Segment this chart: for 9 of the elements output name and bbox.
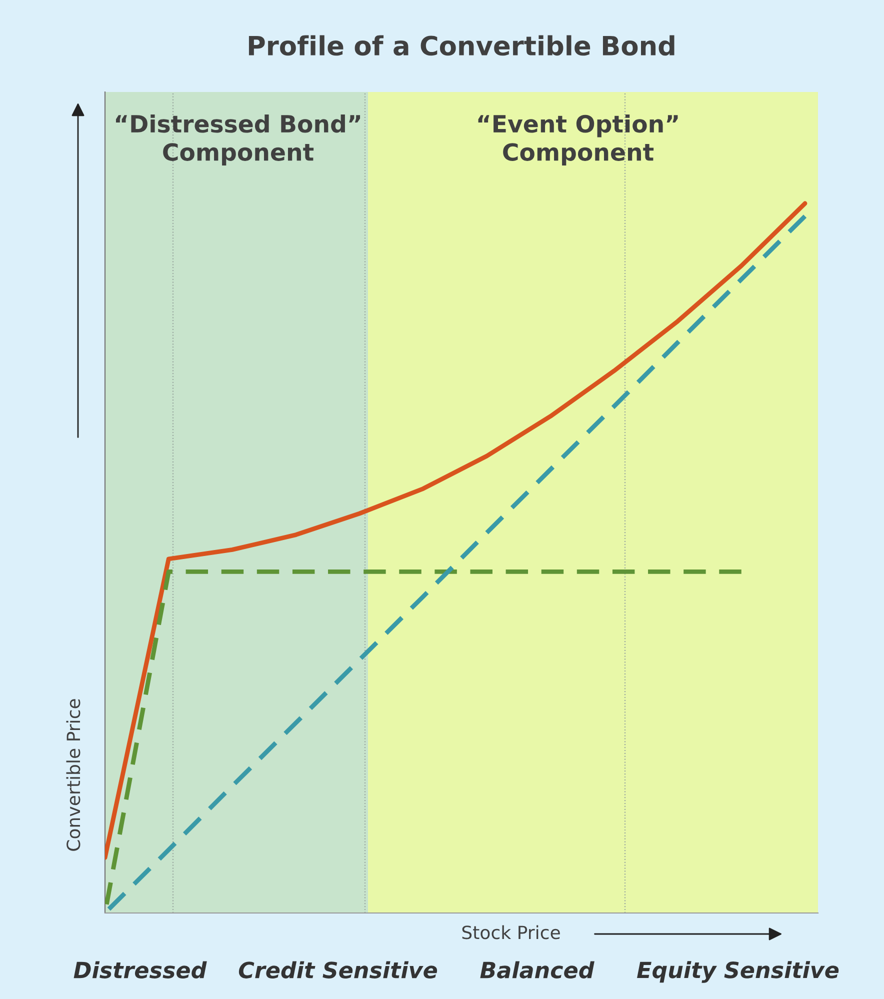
chart-title: Profile of a Convertible Bond bbox=[248, 35, 674, 56]
text: Distressed bbox=[74, 961, 207, 978]
y-axis-title: Convertible Price bbox=[66, 699, 80, 851]
text: Credit Sensitive bbox=[238, 961, 438, 978]
x-axis-title: Stock Price bbox=[462, 925, 560, 940]
text: Equity Sensitive bbox=[637, 961, 839, 983]
text: Balanced bbox=[480, 961, 594, 978]
text: “Distressed Bond” Component bbox=[116, 114, 360, 166]
text: “Event Option” Component bbox=[478, 114, 678, 166]
